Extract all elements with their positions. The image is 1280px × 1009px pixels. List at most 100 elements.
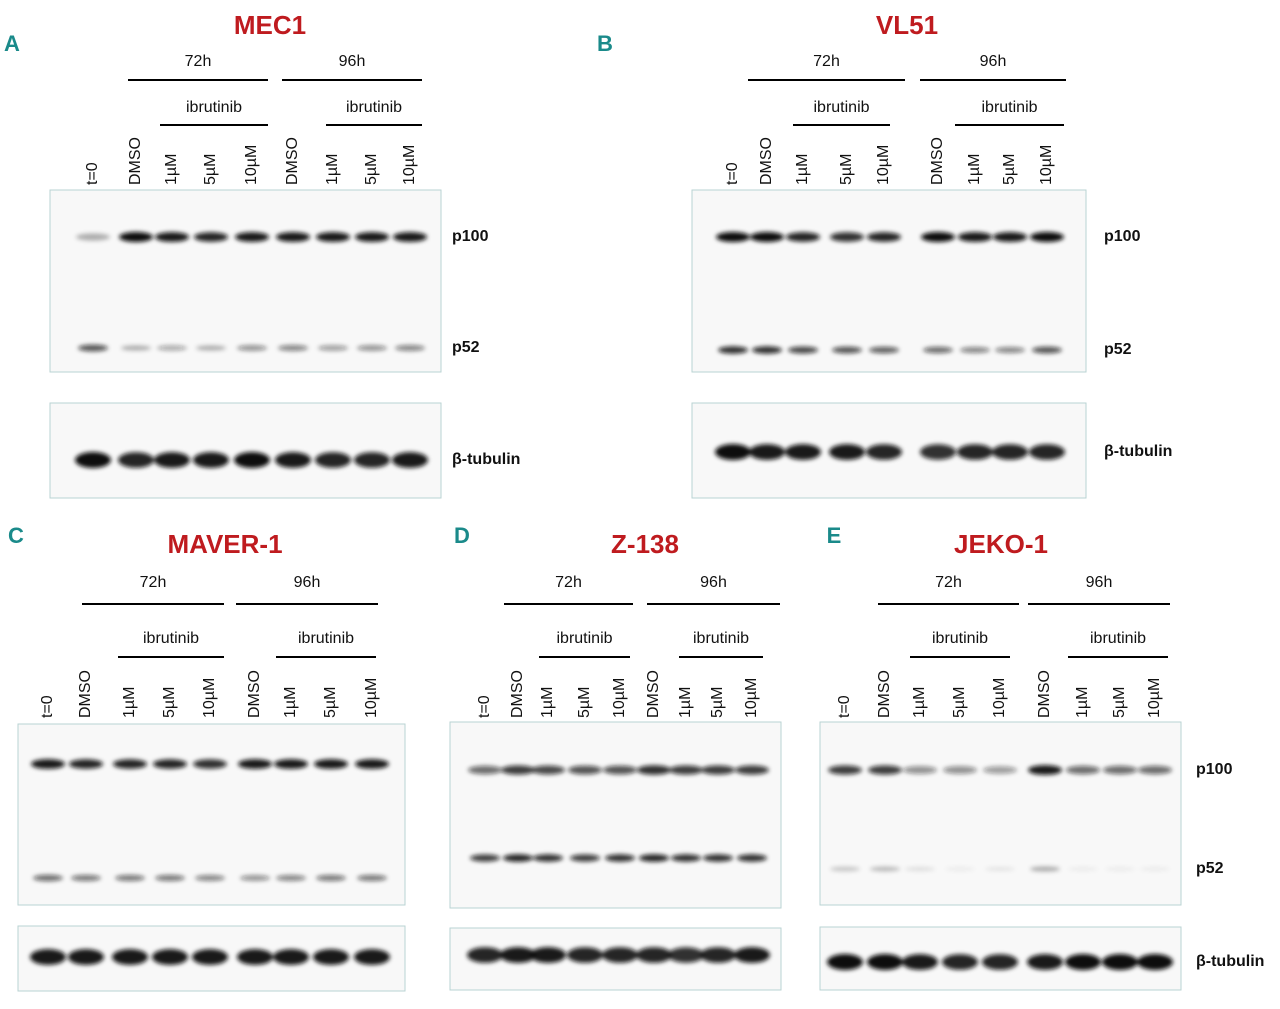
- band: [1027, 954, 1063, 970]
- band: [118, 452, 154, 468]
- band: [921, 232, 955, 242]
- bands: [715, 232, 1065, 460]
- group-label: 96h: [294, 574, 321, 591]
- lane-label: DMSO: [645, 670, 662, 718]
- band: [832, 346, 862, 354]
- band: [827, 954, 863, 970]
- band: [273, 949, 309, 965]
- band: [195, 875, 225, 881]
- band: [869, 346, 899, 354]
- lane-label: DMSO: [284, 137, 301, 185]
- blot-frame: [691, 189, 1087, 373]
- lane-label: DMSO: [77, 670, 94, 718]
- band: [1065, 954, 1101, 970]
- band: [716, 232, 750, 242]
- band: [1068, 866, 1098, 872]
- band: [830, 866, 860, 872]
- lane-label: DMSO: [1036, 670, 1053, 718]
- panel-letter: A: [4, 31, 20, 56]
- lane-label: 10µM: [743, 678, 760, 718]
- lane-label: 5µM: [838, 154, 855, 185]
- lane-label: 5µM: [1111, 687, 1128, 718]
- band: [1138, 765, 1172, 775]
- band: [237, 345, 267, 351]
- treatment-label: ibrutinib: [693, 630, 749, 647]
- lane-label: 10µM: [991, 678, 1008, 718]
- band: [942, 954, 978, 970]
- band: [866, 444, 902, 460]
- band: [193, 759, 227, 769]
- band: [71, 874, 101, 882]
- lane-label: 5µM: [363, 154, 380, 185]
- band: [785, 444, 821, 460]
- band: [113, 759, 147, 769]
- band: [240, 875, 270, 881]
- band: [533, 854, 563, 862]
- band: [718, 346, 748, 354]
- band: [992, 444, 1028, 460]
- band: [157, 345, 187, 351]
- band-label: β-tubulin: [1104, 443, 1172, 460]
- band: [1137, 954, 1173, 970]
- band: [78, 344, 108, 352]
- band: [76, 233, 110, 241]
- band: [357, 345, 387, 351]
- band: [278, 345, 308, 351]
- band: [503, 854, 533, 862]
- lane-label: DMSO: [758, 137, 775, 185]
- band: [870, 866, 900, 872]
- treatment-label: ibrutinib: [298, 630, 354, 647]
- band: [637, 765, 671, 775]
- band: [152, 949, 188, 965]
- band: [868, 765, 902, 775]
- band: [1030, 232, 1064, 242]
- lane-label: 5µM: [202, 154, 219, 185]
- band: [735, 765, 769, 775]
- panel-letter: B: [597, 31, 613, 56]
- band: [68, 949, 104, 965]
- lane-label: 1µM: [163, 154, 180, 185]
- band: [276, 875, 306, 881]
- lane-label: t=0: [84, 162, 101, 185]
- band: [276, 232, 310, 242]
- lane-label: 1µM: [794, 154, 811, 185]
- lane-label: 5µM: [1001, 154, 1018, 185]
- group-label: 72h: [555, 574, 582, 591]
- group-label: 96h: [980, 53, 1007, 70]
- treatment-label: ibrutinib: [813, 99, 869, 116]
- band: [960, 347, 990, 353]
- lane-label: 10µM: [201, 678, 218, 718]
- band: [983, 766, 1017, 774]
- panel-letter: D: [454, 523, 470, 548]
- lane-label: 1µM: [966, 154, 983, 185]
- band: [234, 452, 270, 468]
- band: [1103, 765, 1137, 775]
- group-label: 72h: [185, 53, 212, 70]
- lane-label: 10µM: [401, 145, 418, 185]
- band: [115, 874, 145, 882]
- band: [192, 949, 228, 965]
- band-label: β-tubulin: [1196, 953, 1264, 970]
- treatment-label: ibrutinib: [1090, 630, 1146, 647]
- treatment-label: ibrutinib: [981, 99, 1037, 116]
- band: [982, 954, 1018, 970]
- band: [749, 444, 785, 460]
- band: [788, 346, 818, 354]
- band: [235, 232, 269, 242]
- band: [153, 759, 187, 769]
- band: [957, 444, 993, 460]
- panel-letter: E: [827, 523, 842, 548]
- panel-title: MAVER-1: [167, 529, 282, 559]
- lane-label: 5µM: [951, 687, 968, 718]
- lane-label: 10µM: [243, 145, 260, 185]
- band: [393, 232, 427, 242]
- band: [470, 854, 500, 862]
- band: [196, 345, 226, 351]
- panel-title: Z-138: [611, 529, 679, 559]
- band: [31, 759, 65, 769]
- band: [903, 766, 937, 774]
- blot-frame: [49, 402, 442, 499]
- band: [669, 765, 703, 775]
- band: [121, 345, 151, 351]
- band: [315, 452, 351, 468]
